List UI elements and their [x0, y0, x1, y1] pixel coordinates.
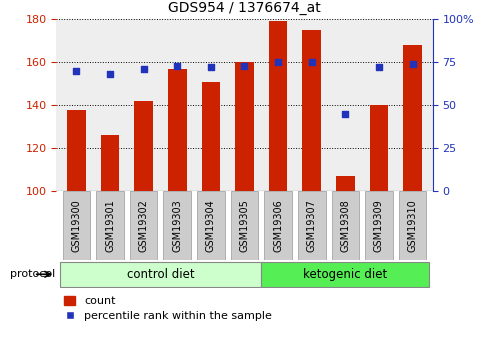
- Bar: [261, 262, 428, 287]
- Bar: [96, 191, 123, 260]
- Point: [408, 61, 416, 67]
- Text: GSM19303: GSM19303: [172, 200, 182, 252]
- Text: protocol: protocol: [10, 269, 55, 279]
- Point: [240, 63, 248, 68]
- Bar: [264, 191, 291, 260]
- Bar: [403, 45, 421, 191]
- Point: [206, 65, 214, 70]
- Legend: count, percentile rank within the sample: count, percentile rank within the sample: [60, 292, 276, 326]
- Bar: [67, 110, 85, 191]
- Bar: [163, 191, 191, 260]
- Bar: [60, 262, 261, 287]
- Text: GSM19302: GSM19302: [139, 199, 148, 253]
- Bar: [398, 191, 426, 260]
- Bar: [101, 136, 119, 191]
- Bar: [134, 101, 153, 191]
- Text: GSM19306: GSM19306: [273, 200, 283, 252]
- Bar: [302, 30, 320, 191]
- Point: [72, 68, 80, 73]
- Text: GSM19308: GSM19308: [340, 200, 349, 252]
- Bar: [168, 69, 186, 191]
- Point: [307, 59, 315, 65]
- Bar: [197, 191, 224, 260]
- Text: GSM19301: GSM19301: [105, 200, 115, 252]
- Bar: [365, 191, 392, 260]
- Text: GSM19300: GSM19300: [71, 200, 81, 252]
- Text: GSM19305: GSM19305: [239, 199, 249, 253]
- Point: [341, 111, 348, 117]
- Text: GSM19307: GSM19307: [306, 199, 316, 253]
- Text: control diet: control diet: [126, 268, 194, 281]
- Text: GSM19309: GSM19309: [373, 200, 383, 252]
- Point: [106, 71, 114, 77]
- Bar: [369, 105, 387, 191]
- Point: [140, 66, 147, 72]
- Bar: [130, 191, 157, 260]
- Bar: [201, 81, 220, 191]
- Bar: [62, 191, 90, 260]
- Point: [374, 65, 382, 70]
- Bar: [331, 191, 358, 260]
- Text: GSM19310: GSM19310: [407, 200, 417, 252]
- Bar: [230, 191, 258, 260]
- Bar: [297, 191, 325, 260]
- Bar: [335, 176, 354, 191]
- Title: GDS954 / 1376674_at: GDS954 / 1376674_at: [168, 1, 320, 15]
- Text: GSM19304: GSM19304: [205, 200, 215, 252]
- Point: [173, 63, 181, 68]
- Point: [274, 59, 282, 65]
- Text: ketogenic diet: ketogenic diet: [303, 268, 386, 281]
- Bar: [235, 62, 253, 191]
- Bar: [268, 21, 287, 191]
